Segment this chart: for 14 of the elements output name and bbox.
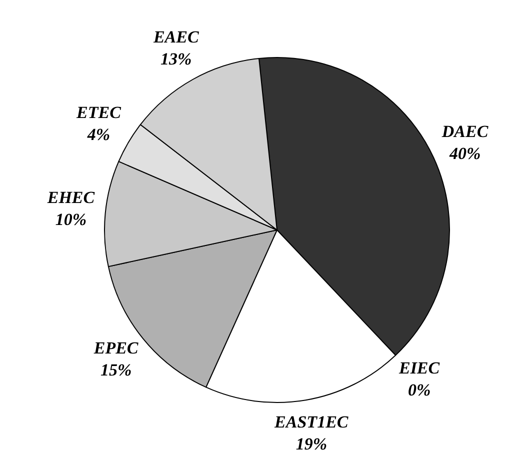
data-label: 10% <box>55 210 87 230</box>
data-label: 40% <box>448 144 481 163</box>
data-label: 15% <box>100 360 132 380</box>
data-label: 4% <box>86 125 110 144</box>
text: 0% <box>408 380 431 400</box>
data-label: 13% <box>160 50 192 69</box>
slice-label: EAST1EC <box>274 412 349 432</box>
slice-label: ETEC <box>76 103 122 122</box>
slice-label: EHEC <box>46 188 96 208</box>
slice-label: EAEC <box>152 28 200 47</box>
slice-label: DAEC <box>440 122 489 141</box>
data-label: 19% <box>296 434 327 454</box>
slice-label: EPEC <box>92 338 139 358</box>
category-label: EIEC <box>398 358 440 378</box>
